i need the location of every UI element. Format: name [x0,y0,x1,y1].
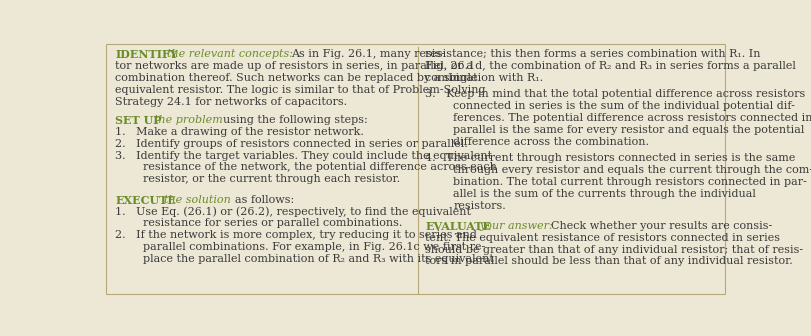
Text: the problem: the problem [154,115,223,125]
Text: allel is the sum of the currents through the individual: allel is the sum of the currents through… [453,188,756,199]
Text: 3.   Identify the target variables. They could include the equivalent: 3. Identify the target variables. They c… [115,151,492,161]
Text: through every resistor and equals the current through the com-: through every resistor and equals the cu… [453,165,811,175]
Text: combination thereof. Such networks can be replaced by a single: combination thereof. Such networks can b… [115,73,478,83]
Text: resistance for series or parallel combinations.: resistance for series or parallel combin… [144,218,403,228]
Text: tor networks are made up of resistors in series, in parallel, or a: tor networks are made up of resistors in… [115,61,473,71]
Text: parallel combinations. For example, in Fig. 26.1c we first re-: parallel combinations. For example, in F… [144,242,486,252]
Text: 1.   Make a drawing of the resistor network.: 1. Make a drawing of the resistor networ… [115,127,364,137]
Text: ferences. The potential difference across resistors connected in: ferences. The potential difference acros… [453,113,811,123]
Text: parallel is the same for every resistor and equals the potential: parallel is the same for every resistor … [453,125,805,135]
Text: the solution: the solution [164,195,231,205]
Text: as follows:: as follows: [235,195,294,205]
Text: resistance of the network, the potential difference across each: resistance of the network, the potential… [144,162,497,172]
Text: 2.   Identify groups of resistors connected in series or parallel.: 2. Identify groups of resistors connecte… [115,139,468,149]
Text: tent. The equivalent resistance of resistors connected in series: tent. The equivalent resistance of resis… [425,233,780,243]
Text: place the parallel combination of R₂ and R₃ with its equivalent: place the parallel combination of R₂ and… [144,254,495,264]
Text: resistors.: resistors. [453,201,506,211]
Text: As in Fig. 26.1, many resis-: As in Fig. 26.1, many resis- [291,49,445,59]
Text: resistor, or the current through each resistor.: resistor, or the current through each re… [144,174,401,184]
Text: IDENTIFY: IDENTIFY [115,49,178,60]
Text: connected in series is the sum of the individual potential dif-: connected in series is the sum of the in… [453,101,796,111]
Text: tors in parallel should be less than that of any individual resistor.: tors in parallel should be less than tha… [425,256,793,266]
Text: should be greater than that of any individual resistor; that of resis-: should be greater than that of any indiv… [425,245,803,255]
Text: bination. The total current through resistors connected in par-: bination. The total current through resi… [453,177,807,187]
Text: EXECUTE: EXECUTE [115,195,176,206]
Text: 4.   The current through resistors connected in series is the same: 4. The current through resistors connect… [425,153,796,163]
Text: Strategy 24.1 for networks of capacitors.: Strategy 24.1 for networks of capacitors… [115,97,347,107]
Text: SET UP: SET UP [115,115,161,126]
Text: Fig. 26.1d, the combination of R₂ and R₃ in series forms a parallel: Fig. 26.1d, the combination of R₂ and R₃… [425,61,796,71]
Text: 2.   If the network is more complex, try reducing it to series and: 2. If the network is more complex, try r… [115,230,477,240]
Text: Check whether your results are consis-: Check whether your results are consis- [551,221,772,231]
Text: using the following steps:: using the following steps: [223,115,368,125]
Text: resistance; this then forms a series combination with R₁. In: resistance; this then forms a series com… [425,49,761,59]
Text: equivalent resistor. The logic is similar to that of Problem-Solving: equivalent resistor. The logic is simila… [115,85,486,95]
Text: combination with R₁.: combination with R₁. [425,73,543,83]
Text: your answer:: your answer: [479,221,553,231]
Text: 3.   Keep in mind that the total potential difference across resistors: 3. Keep in mind that the total potential… [425,89,805,99]
Text: 1.   Use Eq. (26.1) or (26.2), respectively, to find the equivalent: 1. Use Eq. (26.1) or (26.2), respectivel… [115,206,471,217]
Text: difference across the combination.: difference across the combination. [453,137,650,147]
Text: the relevant concepts:: the relevant concepts: [167,49,294,59]
Text: EVALUATE: EVALUATE [425,221,491,232]
